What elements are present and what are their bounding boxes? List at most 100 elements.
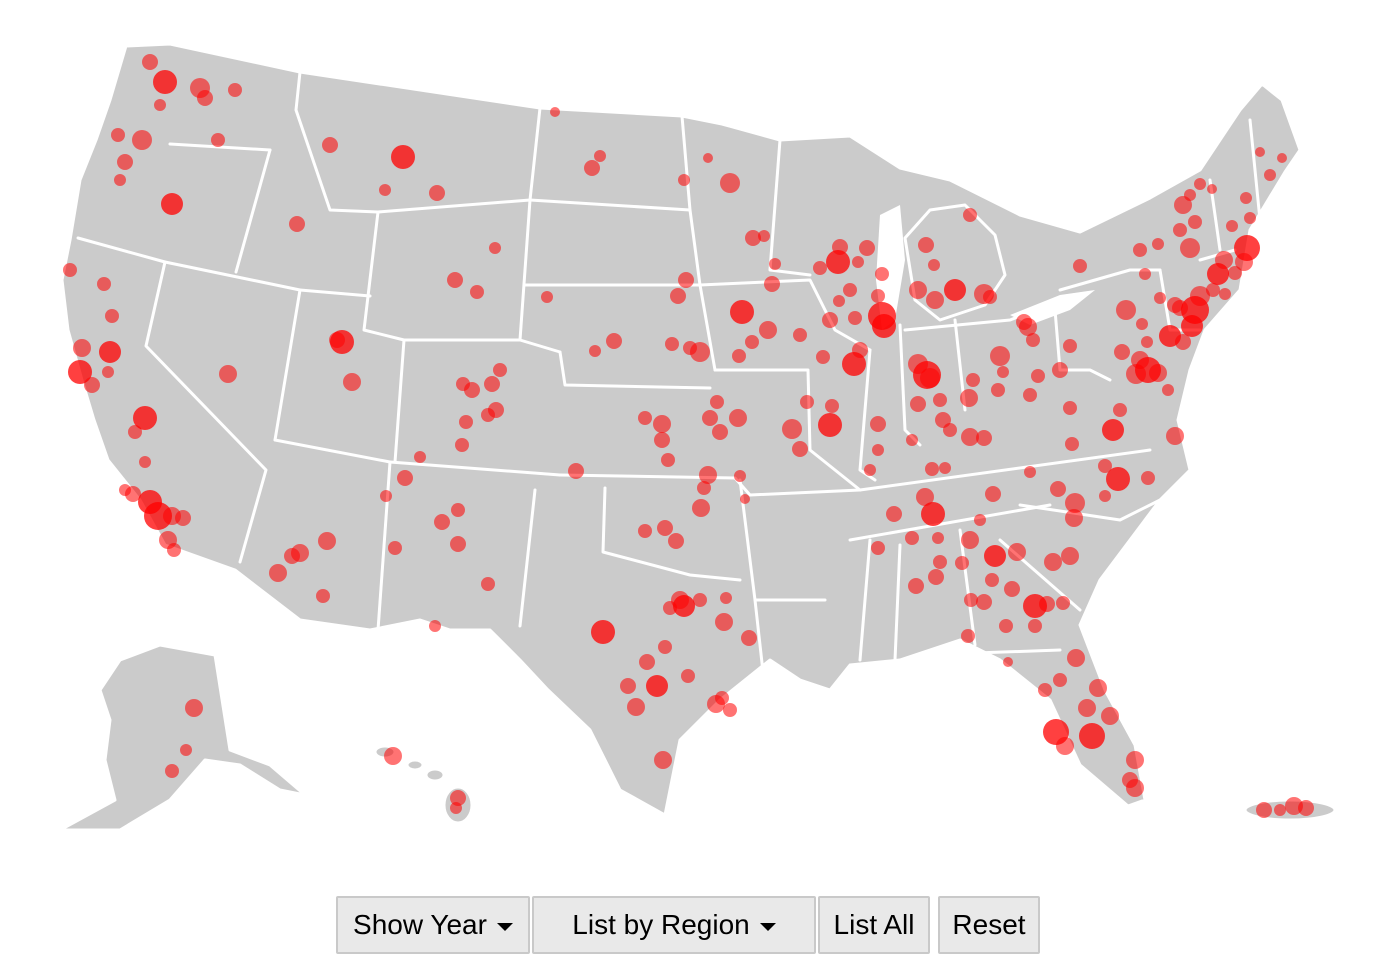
site-marker[interactable] bbox=[1078, 699, 1096, 717]
list-by-region-dropdown[interactable]: List by Region bbox=[532, 896, 816, 954]
site-marker[interactable] bbox=[1174, 196, 1192, 214]
site-marker[interactable] bbox=[589, 345, 601, 357]
site-marker[interactable] bbox=[985, 573, 999, 587]
site-marker[interactable] bbox=[715, 613, 733, 631]
site-marker[interactable] bbox=[165, 764, 179, 778]
site-marker[interactable] bbox=[1056, 596, 1070, 610]
site-marker[interactable] bbox=[1240, 192, 1252, 204]
site-marker[interactable] bbox=[1053, 673, 1067, 687]
site-marker[interactable] bbox=[702, 410, 718, 426]
site-marker[interactable] bbox=[289, 216, 305, 232]
site-marker[interactable] bbox=[1023, 388, 1037, 402]
site-marker[interactable] bbox=[1219, 288, 1231, 300]
site-marker[interactable] bbox=[1133, 243, 1147, 257]
site-marker[interactable] bbox=[871, 289, 885, 303]
site-marker[interactable] bbox=[154, 99, 166, 111]
site-marker[interactable] bbox=[843, 283, 857, 297]
site-marker[interactable] bbox=[627, 698, 645, 716]
site-marker[interactable] bbox=[447, 272, 463, 288]
site-marker[interactable] bbox=[1028, 619, 1042, 633]
site-marker[interactable] bbox=[132, 130, 152, 150]
site-marker[interactable] bbox=[1162, 384, 1174, 396]
site-marker[interactable] bbox=[928, 259, 940, 271]
site-marker[interactable] bbox=[960, 389, 978, 407]
site-marker[interactable] bbox=[128, 425, 142, 439]
site-marker[interactable] bbox=[63, 263, 77, 277]
site-marker[interactable] bbox=[144, 502, 172, 530]
site-marker[interactable] bbox=[1152, 238, 1164, 250]
site-marker[interactable] bbox=[859, 240, 875, 256]
site-marker[interactable] bbox=[673, 595, 695, 617]
site-marker[interactable] bbox=[550, 107, 560, 117]
site-marker[interactable] bbox=[1206, 283, 1220, 297]
site-marker[interactable] bbox=[1126, 779, 1144, 797]
site-marker[interactable] bbox=[397, 470, 413, 486]
site-marker[interactable] bbox=[1067, 649, 1085, 667]
site-marker[interactable] bbox=[1065, 509, 1083, 527]
site-marker[interactable] bbox=[1226, 220, 1238, 232]
site-marker[interactable] bbox=[1136, 318, 1148, 330]
site-marker[interactable] bbox=[933, 393, 947, 407]
site-marker[interactable] bbox=[963, 208, 977, 222]
site-marker[interactable] bbox=[1113, 403, 1127, 417]
site-marker[interactable] bbox=[678, 174, 690, 186]
site-marker[interactable] bbox=[944, 279, 966, 301]
site-marker[interactable] bbox=[939, 462, 951, 474]
site-marker[interactable] bbox=[450, 536, 466, 552]
site-marker[interactable] bbox=[712, 424, 728, 440]
site-marker[interactable] bbox=[1175, 334, 1191, 350]
site-marker[interactable] bbox=[997, 366, 1009, 378]
site-marker[interactable] bbox=[175, 510, 191, 526]
site-marker[interactable] bbox=[1298, 800, 1314, 816]
site-marker[interactable] bbox=[197, 90, 213, 106]
site-marker[interactable] bbox=[745, 230, 761, 246]
site-marker[interactable] bbox=[925, 462, 939, 476]
site-marker[interactable] bbox=[661, 453, 675, 467]
site-marker[interactable] bbox=[991, 383, 1005, 397]
site-marker[interactable] bbox=[318, 532, 336, 550]
site-marker[interactable] bbox=[329, 332, 345, 348]
site-marker[interactable] bbox=[654, 751, 672, 769]
site-marker[interactable] bbox=[591, 620, 615, 644]
site-marker[interactable] bbox=[1184, 189, 1196, 201]
site-marker[interactable] bbox=[1101, 707, 1119, 725]
site-marker[interactable] bbox=[964, 593, 978, 607]
site-marker[interactable] bbox=[692, 499, 710, 517]
site-marker[interactable] bbox=[646, 675, 668, 697]
site-marker[interactable] bbox=[139, 456, 151, 468]
site-marker[interactable] bbox=[316, 589, 330, 603]
site-marker[interactable] bbox=[822, 312, 838, 328]
site-marker[interactable] bbox=[68, 360, 92, 384]
site-marker[interactable] bbox=[450, 802, 462, 814]
site-marker[interactable] bbox=[974, 514, 986, 526]
site-marker[interactable] bbox=[105, 309, 119, 323]
site-marker[interactable] bbox=[918, 237, 934, 253]
site-marker[interactable] bbox=[792, 441, 808, 457]
site-marker[interactable] bbox=[391, 145, 415, 169]
site-marker[interactable] bbox=[1089, 679, 1107, 697]
site-marker[interactable] bbox=[284, 548, 300, 564]
site-marker[interactable] bbox=[983, 290, 997, 304]
site-marker[interactable] bbox=[1063, 339, 1077, 353]
site-marker[interactable] bbox=[584, 160, 600, 176]
site-marker[interactable] bbox=[1038, 683, 1052, 697]
site-marker[interactable] bbox=[741, 630, 757, 646]
site-marker[interactable] bbox=[142, 54, 158, 70]
site-marker[interactable] bbox=[1149, 364, 1167, 382]
site-marker[interactable] bbox=[1031, 369, 1045, 383]
site-marker[interactable] bbox=[269, 564, 287, 582]
site-marker[interactable] bbox=[852, 256, 864, 268]
site-marker[interactable] bbox=[1244, 212, 1256, 224]
site-marker[interactable] bbox=[670, 288, 686, 304]
site-marker[interactable] bbox=[1190, 286, 1210, 306]
site-marker[interactable] bbox=[484, 376, 500, 392]
site-marker[interactable] bbox=[928, 569, 944, 585]
site-marker[interactable] bbox=[434, 514, 450, 530]
site-marker[interactable] bbox=[920, 368, 940, 388]
site-marker[interactable] bbox=[153, 70, 177, 94]
site-marker[interactable] bbox=[73, 339, 91, 357]
site-marker[interactable] bbox=[723, 703, 737, 717]
site-marker[interactable] bbox=[1256, 802, 1272, 818]
site-marker[interactable] bbox=[872, 314, 896, 338]
site-marker[interactable] bbox=[228, 83, 242, 97]
